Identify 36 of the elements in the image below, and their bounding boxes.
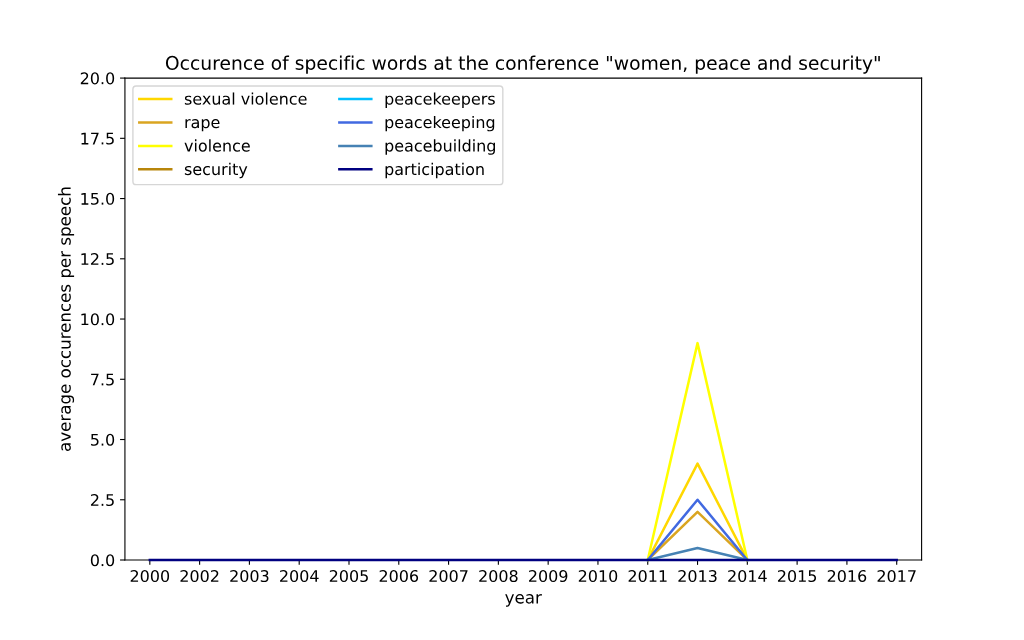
y-axis-title: average occurences per speech	[57, 187, 75, 451]
legend-label: security	[184, 162, 248, 179]
x-tick-label: 2005	[329, 570, 368, 583]
legend-label: sexual violence	[184, 92, 307, 105]
x-tick-label: 2007	[429, 570, 468, 583]
x-tick-label: 2011	[628, 570, 667, 583]
legend-label: violence	[184, 139, 250, 152]
x-tick-label: 2013	[678, 570, 717, 583]
y-tick-label: 15.0	[81, 192, 115, 205]
x-tick-label: 2015	[777, 570, 817, 583]
legend-label: rape	[185, 119, 220, 132]
legend-label: peacekeeping	[385, 115, 495, 132]
x-tick-label: 2016	[827, 570, 867, 583]
x-tick-label: 2003	[230, 570, 269, 583]
x-tick-label: 2002	[180, 570, 219, 583]
y-tick-label: 2.5	[90, 493, 114, 507]
y-tick-label: 17.5	[81, 132, 114, 145]
x-tick-label: 2009	[529, 570, 568, 583]
y-tick-label: 12.5	[81, 253, 114, 266]
x-tick-label: 2000	[130, 570, 170, 583]
x-tick-label: 2010	[578, 570, 618, 583]
y-tick-label: 10.0	[81, 313, 115, 326]
y-tick-label: 7.5	[91, 373, 114, 386]
x-axis-title: year	[505, 594, 542, 607]
legend-label: peacebuilding	[385, 139, 495, 155]
x-tick-label: 2008	[479, 570, 518, 583]
y-tick-label: 20.0	[80, 72, 115, 85]
x-tick-label: 2006	[379, 570, 419, 583]
x-tick-label: 2017	[877, 570, 916, 583]
legend-label: peacekeepers	[385, 92, 495, 108]
y-tick-label: 0.0	[90, 554, 115, 567]
legend-label: participation	[385, 162, 484, 179]
x-tick-label: 2014	[728, 570, 767, 583]
chart-title: Occurence of specific words at the conference "women, peace and security"	[165, 55, 880, 74]
x-tick-label: 2004	[280, 570, 319, 583]
y-tick-label: 5.0	[91, 433, 115, 446]
